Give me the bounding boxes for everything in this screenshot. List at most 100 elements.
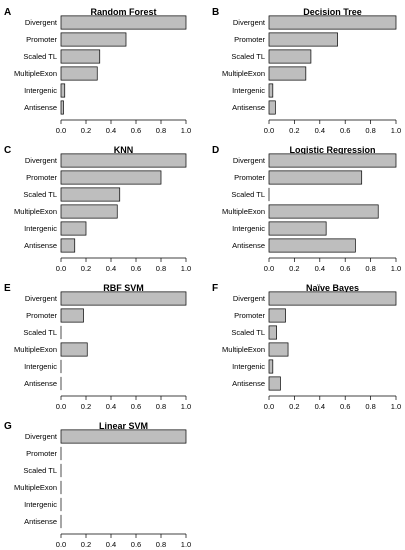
category-label: Scaled TL: [231, 52, 265, 61]
x-tick-label: 1.0: [181, 540, 191, 549]
panel-letter: G: [4, 421, 12, 432]
category-label: Divergent: [25, 432, 58, 441]
category-label: Antisense: [24, 379, 57, 388]
panel-title: Naïve Bayes: [306, 283, 359, 293]
panel-letter: E: [4, 283, 11, 294]
category-label: Divergent: [233, 294, 266, 303]
x-tick-label: 0.4: [106, 540, 116, 549]
category-label: Antisense: [232, 379, 265, 388]
x-tick-label: 0.4: [106, 402, 116, 411]
bar-multipleexon: [268, 66, 307, 81]
bar-promoter: [60, 170, 162, 185]
x-tick-label: 0.0: [56, 126, 66, 135]
bar-antisense: [268, 100, 276, 115]
category-label: Divergent: [233, 156, 266, 165]
bar-antisense: [60, 100, 64, 115]
category-label: Divergent: [233, 18, 266, 27]
category-label: Intergenic: [232, 224, 265, 233]
panel-title: Logistic Regression: [289, 145, 375, 155]
bar-scaled-tl: [268, 325, 277, 340]
panel-e: E RBF SVM Divergent Promoter Scaled TL Multip…: [4, 283, 191, 411]
panel-letter: C: [4, 145, 11, 156]
x-tick-label: 0.2: [81, 540, 91, 549]
bar-divergent: [60, 429, 187, 444]
bar-promoter: [268, 170, 363, 185]
x-tick-label: 0.6: [131, 264, 141, 273]
category-label: MultipleExon: [222, 207, 265, 216]
category-label: MultipleExon: [222, 345, 265, 354]
x-tick-label: 0.4: [315, 402, 325, 411]
x-tick-label: 0.0: [264, 264, 274, 273]
x-tick-label: 0.8: [156, 126, 166, 135]
x-tick-label: 1.0: [181, 126, 191, 135]
panel-a: A Random Forest Divergent Promoter Scaled TL…: [4, 7, 191, 135]
bar-scaled-tl: [60, 49, 101, 64]
bar-intergenic: [268, 359, 274, 374]
bar-multipleexon: [60, 342, 88, 357]
x-tick-label: 0.6: [340, 264, 350, 273]
category-label: MultipleExon: [14, 483, 57, 492]
category-label: Antisense: [24, 241, 57, 250]
panel-letter: D: [212, 145, 219, 156]
category-label: Promoter: [26, 173, 57, 182]
x-tick-label: 0.8: [365, 402, 375, 411]
category-label: Antisense: [232, 241, 265, 250]
x-tick-label: 1.0: [391, 126, 401, 135]
x-tick-label: 1.0: [391, 264, 401, 273]
category-label: MultipleExon: [14, 345, 57, 354]
category-label: Scaled TL: [231, 328, 265, 337]
category-label: Antisense: [24, 517, 57, 526]
panel-title: KNN: [114, 145, 134, 155]
category-label: Scaled TL: [23, 190, 57, 199]
x-tick-label: 0.2: [289, 264, 299, 273]
panel-title: Decision Tree: [303, 7, 362, 17]
bar-multipleexon: [268, 342, 289, 357]
bar-intergenic: [268, 83, 274, 98]
bar-antisense: [60, 238, 76, 253]
bar-multipleexon: [60, 66, 98, 81]
x-tick-label: 0.6: [131, 540, 141, 549]
x-tick-label: 0.0: [56, 402, 66, 411]
category-label: Promoter: [234, 35, 265, 44]
x-tick-label: 0.8: [156, 402, 166, 411]
category-label: Antisense: [232, 103, 265, 112]
category-label: Promoter: [234, 311, 265, 320]
category-label: Promoter: [26, 449, 57, 458]
x-tick-label: 0.6: [340, 126, 350, 135]
bar-divergent: [268, 291, 397, 306]
bar-divergent: [60, 291, 187, 306]
category-label: Scaled TL: [23, 466, 57, 475]
category-label: Promoter: [26, 311, 57, 320]
panel-b: B Decision Tree Divergent Promoter Scaled TL…: [212, 7, 401, 135]
category-label: Scaled TL: [23, 52, 57, 61]
panel-g: G Linear SVM Divergent Promoter Scaled TL Mul…: [4, 421, 191, 549]
category-label: Divergent: [25, 156, 58, 165]
category-label: Intergenic: [24, 86, 57, 95]
x-tick-label: 0.2: [81, 126, 91, 135]
category-label: Scaled TL: [231, 190, 265, 199]
x-tick-label: 1.0: [181, 402, 191, 411]
bar-scaled-tl: [60, 187, 121, 202]
category-label: Scaled TL: [23, 328, 57, 337]
bar-intergenic: [60, 221, 87, 236]
bar-multipleexon: [60, 204, 118, 219]
bar-antisense: [268, 376, 281, 391]
category-label: Intergenic: [24, 500, 57, 509]
category-label: Intergenic: [232, 362, 265, 371]
panel-letter: B: [212, 7, 219, 18]
category-label: Promoter: [234, 173, 265, 182]
x-tick-label: 0.6: [340, 402, 350, 411]
category-label: Intergenic: [24, 362, 57, 371]
category-label: MultipleExon: [222, 69, 265, 78]
x-tick-label: 0.2: [289, 126, 299, 135]
x-tick-label: 0.6: [131, 126, 141, 135]
bar-divergent: [268, 153, 397, 168]
category-label: MultipleExon: [14, 207, 57, 216]
x-tick-label: 0.0: [56, 540, 66, 549]
x-tick-label: 0.0: [264, 126, 274, 135]
panel-title: RBF SVM: [103, 283, 144, 293]
panel-title: Linear SVM: [99, 421, 148, 431]
panel-title: Random Forest: [90, 7, 156, 17]
x-tick-label: 1.0: [181, 264, 191, 273]
